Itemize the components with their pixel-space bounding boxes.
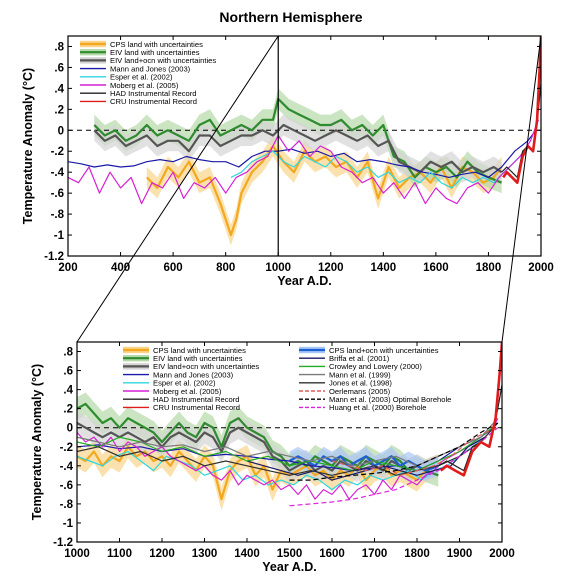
y-tick-label: -.8 [60,499,74,511]
x-tick-label: 800 [216,262,235,274]
legend-label: Esper et al. (2002) [153,379,216,388]
series-esper-et-al-2002 [230,150,526,189]
y-tick-label: -.2 [60,442,73,454]
chart-northern-hemisphere-zoom: 1000 1100 1200 1300 1400 1500 1600 1700 1800 1900… [30,341,515,574]
legend-label: CPS land with uncertainties [153,346,246,355]
plot-area [68,36,541,246]
legend-label: Huang et al. (2000) Borehole [329,403,427,412]
y-tick-label: .4 [63,385,73,397]
legend-label: Mann et al. (1999) [329,370,391,379]
legend-label: EIV land+ocn with uncertainties [153,362,259,371]
x-axis-label: Year A.D. [262,560,316,574]
legend-label: EIV land+ocn with uncertainties [110,56,216,65]
legend-label: Moberg et al. (2005) [153,387,222,396]
x-tick-label: 1000 [265,262,291,274]
x-tick-label: 1400 [371,262,397,274]
legend-label: HAD Instrumental Record [110,89,197,98]
y-tick-label: .6 [54,62,64,74]
x-tick-label: 400 [111,262,130,274]
y-tick-label: -.8 [51,209,65,221]
series-cps-land-ocn-with-uncertainties [288,455,439,472]
series-eiv-land-with-uncertainties [93,97,503,184]
x-tick-label: 600 [164,262,183,274]
series-cru-instrumental-record [439,342,502,477]
x-axis-label: Year A.D. [277,274,331,288]
y-tick-label: -.6 [60,480,73,492]
legend-label: CPS land+ocn with uncertainties [329,346,439,355]
x-tick-label: 1200 [318,262,344,274]
legend-label: Moberg et al. (2005) [110,81,179,90]
y-tick-label: -1.2 [53,537,73,549]
chart-title: Northern Hemisphere [219,9,362,25]
series-jones-et-al-1998 [77,422,499,476]
x-tick-label: 200 [58,262,77,274]
x-tick-label: 1000 [64,548,90,560]
series-cps-land-with-uncertainties [146,144,503,237]
series-crowley-and-lowery-2000 [77,422,499,472]
legend-label: Esper et al. (2002) [110,73,173,82]
legend-label: Mann and Jones (2003) [153,370,234,379]
y-tick-label: -.4 [51,167,65,179]
x-tick-label: 1900 [447,548,473,560]
y-tick-label: .8 [63,347,73,359]
y-tick-label: .2 [63,404,73,416]
x-tick-label: 1700 [362,548,388,560]
x-tick-label: 1300 [192,548,218,560]
x-tick-label: 1800 [404,548,430,560]
legend-label: Oerlemans (2005) [329,387,391,396]
series-moberg-et-al-2005 [68,119,539,205]
y-tick-label: -1 [63,518,74,530]
y-axis-label: Temperature Anomaly (°C) [30,364,44,520]
connector-left [76,35,279,343]
y-tick-label: -.2 [51,146,64,158]
y-tick-label: -.4 [60,461,74,473]
series-oerlemans-2005 [331,427,499,476]
legend-label: Mann et al. (2003) Optimal Borehole [329,395,451,404]
y-tick-label: -.6 [51,188,64,200]
x-tick-label: 1200 [149,548,175,560]
series-esper-et-al-2002 [77,436,486,491]
y-tick-label: -1.2 [44,251,64,263]
y-tick-label: 0 [67,423,73,435]
y-axis-label: Temperature Anomaly (°C) [21,68,35,224]
legend-label: EIV land with uncertainties [110,48,200,57]
legend-label: Crowley and Lowery (2000) [329,362,422,371]
legend-label: CPS land with uncertainties [110,40,203,49]
x-tick-label: 1600 [319,548,345,560]
x-tick-label: 2000 [489,548,515,560]
x-tick-label: 1800 [476,262,502,274]
series-eiv-land-ocn-with-uncertainties [93,123,503,174]
zoom-connectors [76,35,542,343]
plot-frame [67,35,542,257]
band-cps-land-with-uncertainties [146,135,502,246]
connector-right [501,35,542,343]
y-tick-label: .8 [54,41,64,53]
legend-label: Mann and Jones (2003) [110,64,191,73]
series-cru-instrumental-record [502,36,541,184]
series-mann-and-jones-2003 [68,129,537,178]
series-mann-et-al-2003-optimal-borehole [289,422,499,481]
legend-label: Briffa et al. (2001) [329,354,390,363]
y-tick-label: -1 [54,230,65,242]
y-tick-label: .6 [63,366,73,378]
x-tick-label: 1600 [423,262,449,274]
legend-label: CRU Instrumental Record [153,403,240,412]
legend-label: HAD Instrumental Record [153,395,240,404]
x-tick-label: 1100 [107,548,132,560]
legend-label: CRU Instrumental Record [110,97,197,106]
chart-northern-hemisphere-full: 200 400 600 800 1000 1200 1400 1600 1800 2000-1.2… [21,35,554,288]
plot-area [77,342,502,511]
x-tick-label: 1400 [234,548,260,560]
y-tick-label: 0 [58,125,64,137]
x-tick-label: 1500 [277,548,303,560]
x-tick-label: 2000 [528,262,554,274]
series-huang-et-al-2000-borehole [289,427,499,507]
y-tick-label: .4 [54,83,64,95]
legend-label: Jones et al. (1998) [329,379,392,388]
y-tick-label: .2 [54,104,64,116]
legend-label: EIV land with uncertainties [153,354,243,363]
